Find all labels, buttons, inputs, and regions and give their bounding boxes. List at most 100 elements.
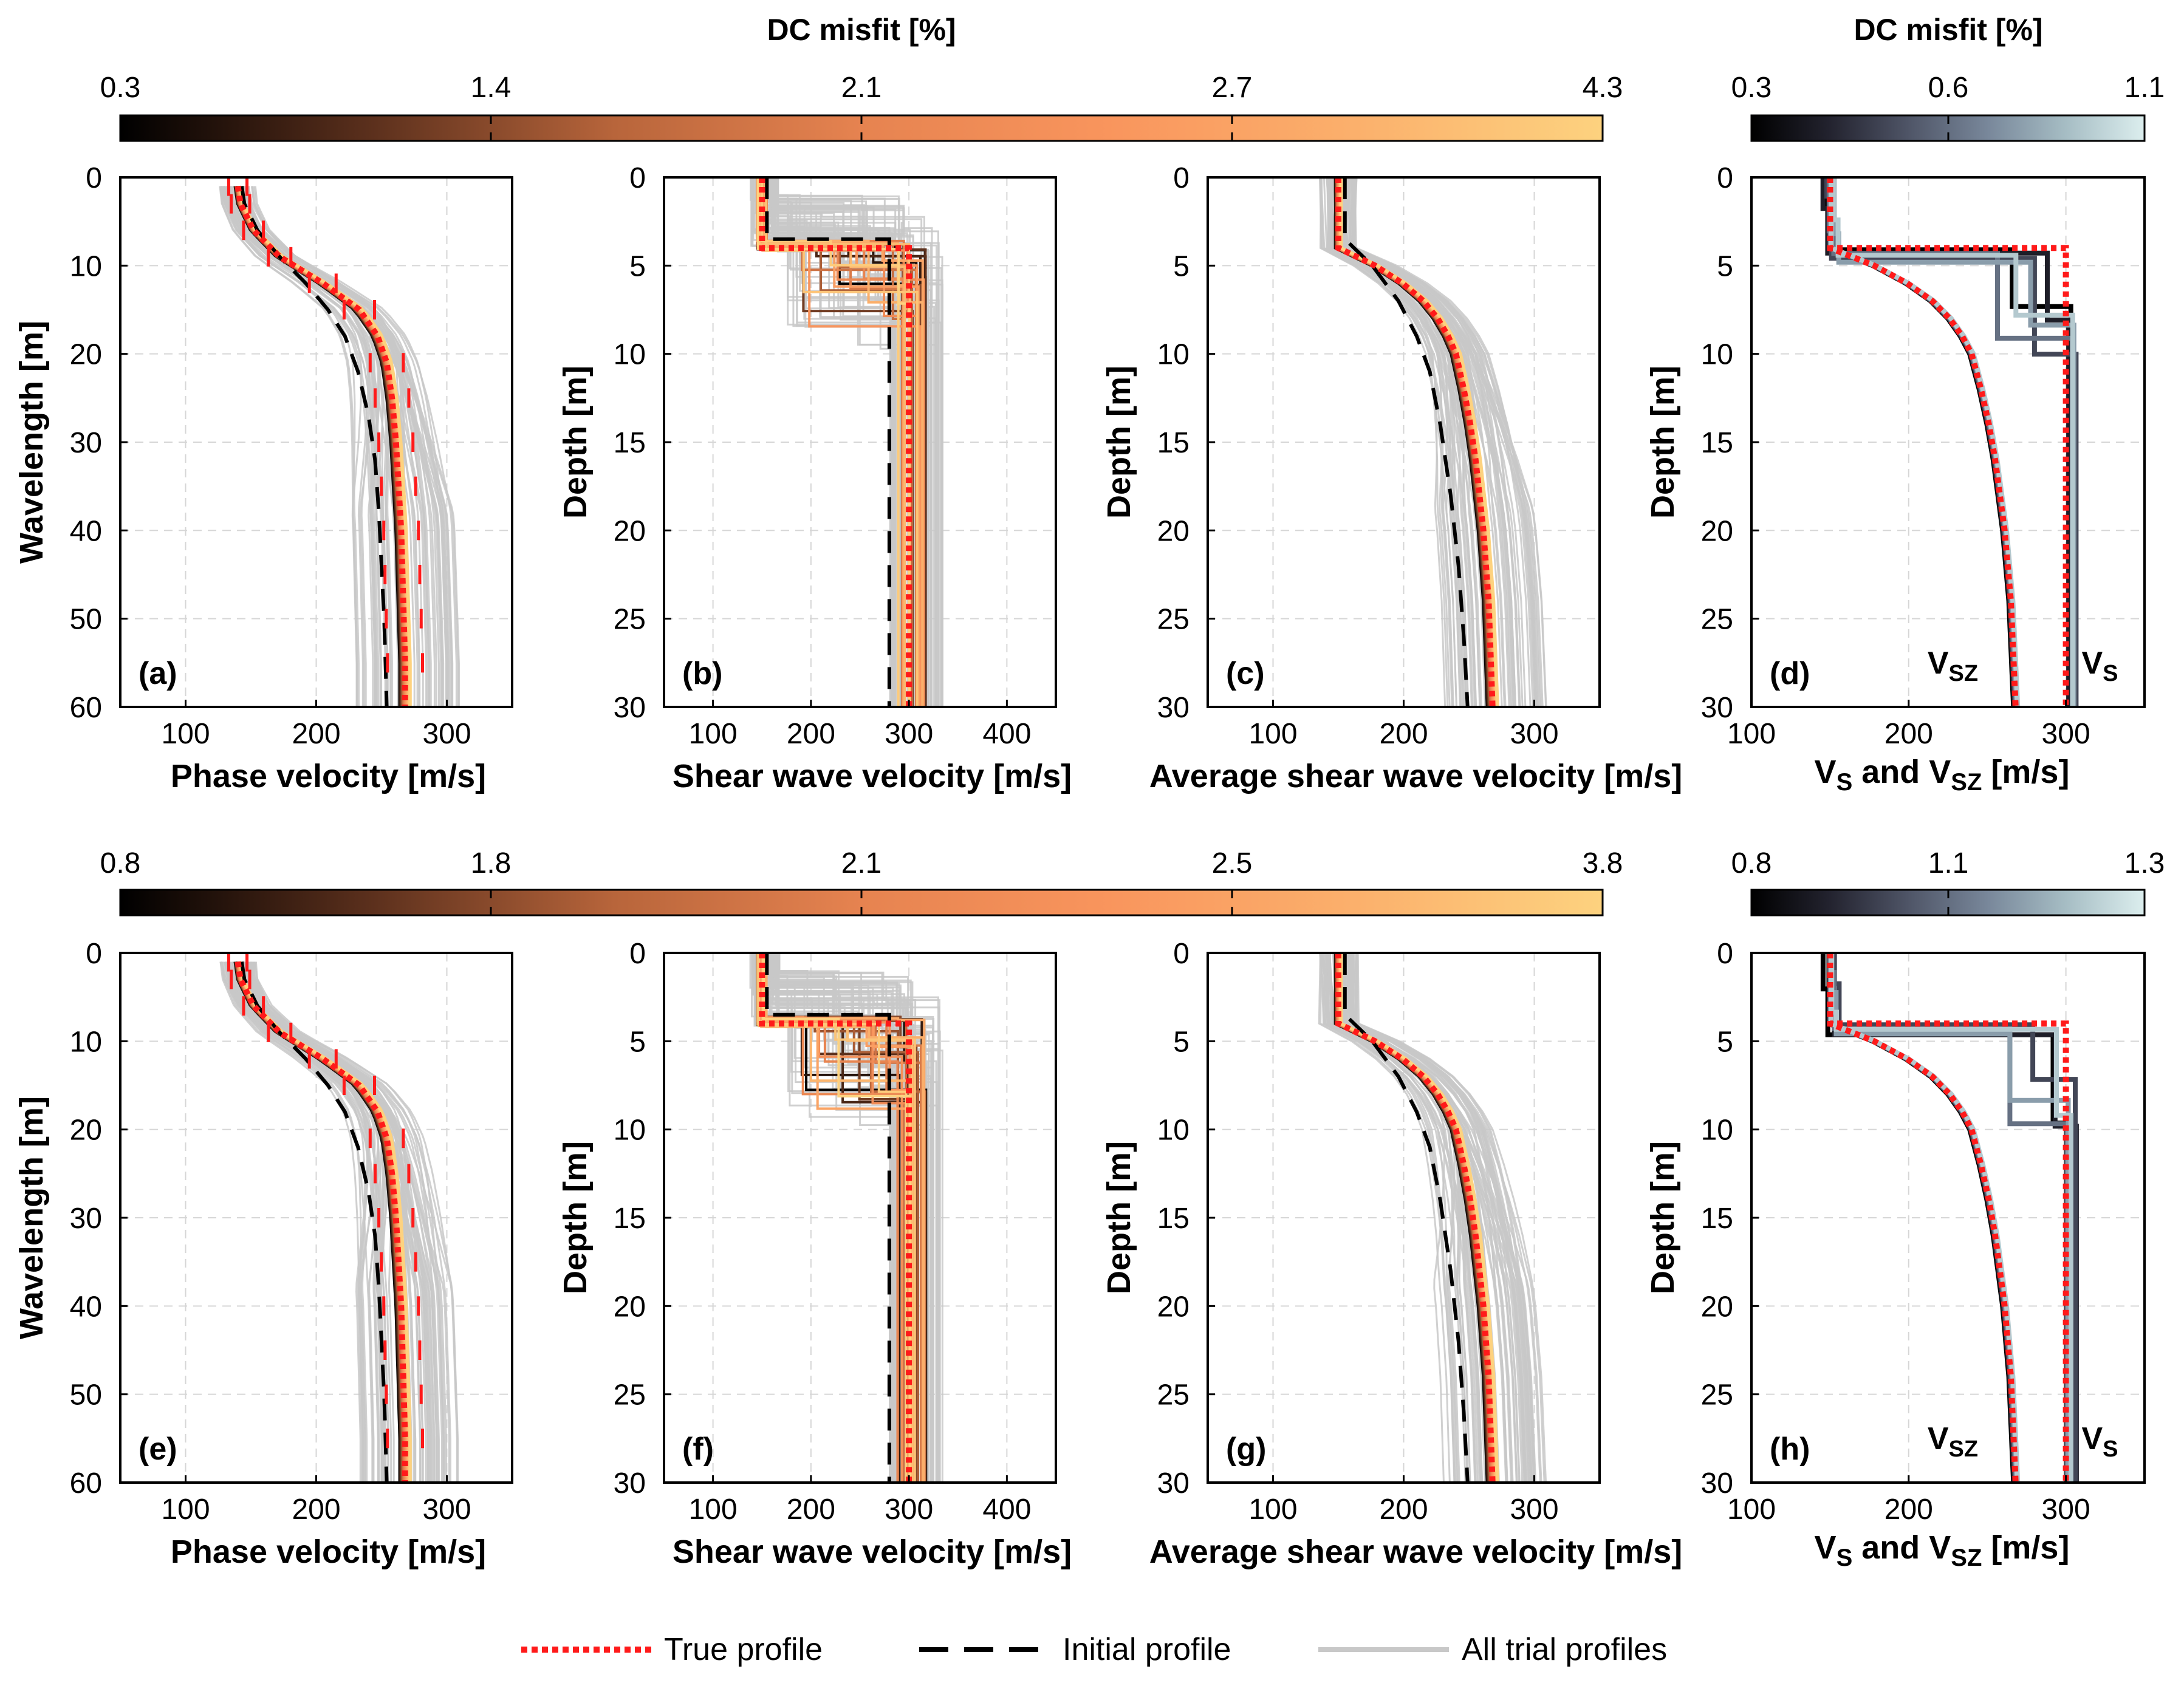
colorbar-main-row2-tick-1: 1.8 — [471, 847, 512, 879]
initial-profile — [1343, 177, 1470, 707]
inverted-profile — [1340, 177, 1499, 707]
y-axis-label: Wavelength [m] — [13, 1096, 50, 1339]
y-tick-label-3: 15 — [1701, 427, 1733, 459]
x-tick-label-1: 200 — [1379, 1494, 1428, 1526]
annotation-vsz-base: V — [1928, 1421, 1949, 1456]
x-axis-label-part-0: V — [1815, 1529, 1837, 1566]
panel-d-plot-area — [1751, 177, 2145, 707]
y-tick-label-4: 20 — [614, 1291, 646, 1323]
trial-profile — [1321, 953, 1535, 1483]
inverted-profile — [756, 953, 914, 1483]
y-tick-label-3: 15 — [1157, 427, 1190, 459]
y-tick-label-0: 0 — [86, 162, 102, 194]
y-tick-label-1: 10 — [70, 250, 102, 282]
y-tick-label-3: 15 — [614, 1203, 646, 1235]
y-tick-label-5: 25 — [1157, 604, 1190, 636]
y-tick-label-1: 5 — [1173, 1026, 1190, 1058]
colorbar-main-row1-tick-1: 1.4 — [471, 72, 512, 104]
y-tick-label-1: 10 — [70, 1026, 102, 1058]
annotation-vs: VS — [2081, 646, 2118, 686]
y-axis-label: Wavelength [m] — [13, 321, 50, 564]
true-profile — [1335, 177, 1496, 707]
inverted-profile — [765, 953, 925, 1483]
trial-profile — [1351, 953, 1508, 1483]
colorbar-main-row2-tick-3: 2.5 — [1212, 847, 1253, 879]
y-tick-label-6: 30 — [1157, 1467, 1190, 1500]
x-axis-label: Average shear wave velocity [m/s] — [1149, 1534, 1682, 1570]
panel-f: 100 200 300 400 0 5 10 15 20 25 30 Shear wave veloc… — [557, 938, 1072, 1570]
legend-trial-profiles-label: All trial profiles — [1462, 1632, 1667, 1667]
true-profile — [1335, 953, 1496, 1483]
annotation-vs-base: V — [2081, 646, 2103, 681]
initial-profile — [1343, 953, 1470, 1483]
x-axis-label-part-0: V — [1815, 754, 1837, 790]
y-tick-label-6: 60 — [70, 692, 102, 724]
colorbar-main-row1-tick-4: 4.3 — [1583, 72, 1623, 104]
initial-profile — [239, 961, 389, 1483]
panel-f-plot-area — [664, 953, 1056, 1483]
x-axis-label: Shear wave velocity [m/s] — [673, 1534, 1072, 1570]
y-axis-label: Depth [m] — [1645, 1141, 1681, 1294]
y-tick-label-4: 20 — [1157, 515, 1190, 547]
y-tick-label-2: 10 — [1701, 1115, 1733, 1147]
panel-label: (g) — [1226, 1432, 1266, 1467]
panel-e: 100 200 300 0 10 20 30 40 50 60 Phase velocity [m/… — [13, 938, 513, 1570]
y-tick-label-4: 20 — [1701, 515, 1733, 547]
x-tick-label-1: 200 — [1884, 1494, 1933, 1526]
x-axis-label-part-2: and V — [1852, 1529, 1951, 1566]
annotation-vsz-sub: SZ — [1949, 1436, 1979, 1462]
y-tick-label-3: 30 — [70, 427, 102, 459]
x-axis-label-part-2: and V — [1852, 754, 1951, 790]
true-vsz-profile — [1827, 177, 2019, 707]
trial-profile — [241, 186, 436, 707]
colorbar-side-row2-tick-1: 1.1 — [1928, 847, 1969, 879]
y-tick-label-1: 5 — [629, 250, 646, 282]
y-tick-label-5: 50 — [70, 604, 102, 636]
x-tick-label-2: 300 — [422, 1494, 471, 1526]
x-tick-label-2: 300 — [2042, 1494, 2090, 1526]
panel-label: (a) — [139, 656, 177, 691]
x-axis-label: VS and VSZ [m/s] — [1815, 754, 2070, 796]
panel-label: (d) — [1770, 656, 1810, 691]
colorbar-side-row1-title: DC misfit [%] — [1854, 13, 2042, 47]
x-axis-label-part-1: S — [1837, 1545, 1853, 1571]
x-axis-label-part-4: [m/s] — [1982, 1529, 2069, 1566]
y-tick-label-5: 25 — [1701, 604, 1733, 636]
x-tick-label-3: 400 — [982, 718, 1031, 750]
x-tick-label-1: 200 — [1884, 718, 1933, 750]
y-tick-label-6: 30 — [614, 1467, 646, 1500]
colorbar-main-row2-tick-2: 2.1 — [841, 847, 882, 879]
x-tick-label-0: 100 — [1727, 1494, 1776, 1526]
y-tick-label-6: 30 — [1701, 692, 1733, 724]
y-tick-label-2: 10 — [1157, 1115, 1190, 1147]
x-tick-label-0: 100 — [1727, 718, 1776, 750]
panel-label: (e) — [139, 1432, 177, 1467]
trial-profile — [754, 953, 930, 1483]
legend: True profile Initial profile All trial p… — [521, 1632, 1667, 1667]
x-axis-label: Phase velocity [m/s] — [171, 758, 486, 794]
panel-a: 100 200 300 0 10 20 30 40 50 60 Phase velocity [m/… — [13, 162, 513, 794]
y-tick-label-5: 50 — [70, 1379, 102, 1412]
x-tick-label-2: 300 — [885, 718, 933, 750]
y-tick-label-3: 15 — [1701, 1203, 1733, 1235]
true-vsz-profile — [1827, 953, 2019, 1483]
trial-profile — [1325, 953, 1469, 1483]
panel-a-plot-area — [120, 177, 512, 707]
y-tick-label-6: 30 — [614, 692, 646, 724]
x-axis-label-part-3: SZ — [1951, 1545, 1982, 1571]
y-tick-label-4: 20 — [1701, 1291, 1733, 1323]
inverted-profile — [765, 177, 919, 707]
y-tick-label-3: 30 — [70, 1203, 102, 1235]
y-tick-label-1: 5 — [1717, 1026, 1733, 1058]
y-tick-label-6: 30 — [1701, 1467, 1733, 1500]
x-tick-label-0: 100 — [1248, 718, 1297, 750]
x-tick-label-0: 100 — [161, 718, 210, 750]
y-tick-label-0: 0 — [1717, 162, 1733, 194]
colorbar-main-row1-tick-2: 2.1 — [841, 72, 882, 104]
y-tick-label-0: 0 — [1173, 938, 1190, 970]
panel-b: 100 200 300 400 0 5 10 15 20 25 30 Shear wave veloc… — [557, 162, 1072, 794]
y-tick-label-5: 25 — [614, 604, 646, 636]
colorbar-main-row1-tick-0: 0.3 — [100, 72, 141, 104]
